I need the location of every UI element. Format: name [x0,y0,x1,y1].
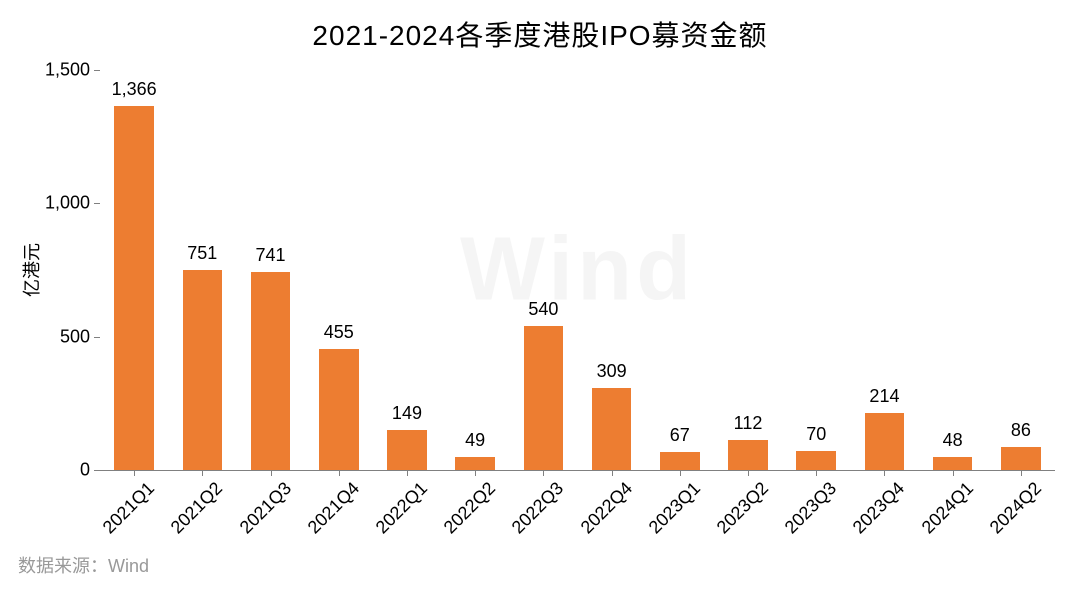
x-tick-mark [407,470,408,476]
x-tick-mark [339,470,340,476]
bar-value-label: 309 [597,361,627,382]
x-tick-mark [202,470,203,476]
bar [796,451,836,470]
plot-area: Wind 1,366751741455149495403096711270214… [100,70,1055,470]
bar [660,452,700,470]
bar [865,413,905,470]
x-tick-mark [748,470,749,476]
bar [592,388,632,470]
bar-value-label: 112 [734,413,763,434]
bar-value-label: 1,366 [112,79,157,100]
bar-value-label: 70 [806,424,826,445]
x-tick-mark [612,470,613,476]
x-axis-line [100,470,1055,471]
x-tick-mark [953,470,954,476]
bar [455,457,495,470]
bar-value-label: 48 [943,430,963,451]
bars-group: 1,366 751 741 455 149 49 540 309 67 112 70 214 48 86 [100,70,1055,470]
bar [524,326,564,470]
bar [251,272,291,470]
bar-value-label: 540 [528,299,558,320]
bar [319,349,359,470]
bar-value-label: 49 [465,430,485,451]
x-tick-mark [1021,470,1022,476]
x-tick-mark [543,470,544,476]
data-source: 数据来源：Wind [18,552,149,578]
chart-title: 2021-2024各季度港股IPO募资金额 [0,0,1080,54]
y-tick-label: 1,000 [45,193,90,214]
x-tick-mark [134,470,135,476]
x-tick-mark [816,470,817,476]
bar [114,106,154,470]
x-tick-mark [680,470,681,476]
bar-value-label: 86 [1011,420,1031,441]
bar-value-label: 149 [392,403,422,424]
bar [728,440,768,470]
x-tick-mark [475,470,476,476]
bar-value-label: 214 [869,386,899,407]
bar [1001,447,1041,470]
y-tick-label: 1,500 [45,60,90,81]
bar-value-label: 741 [256,245,286,266]
y-tick-label: 0 [80,460,90,481]
y-tick-label: 500 [60,326,90,347]
y-axis: 05001,0001,500 [0,70,100,470]
source-value: Wind [108,556,149,576]
bar [183,270,223,470]
source-label: 数据来源： [18,556,108,576]
y-tick-mark [94,470,100,471]
bar-value-label: 67 [670,425,690,446]
x-tick-mark [271,470,272,476]
bar [933,457,973,470]
bar-value-label: 455 [324,322,354,343]
x-tick-mark [884,470,885,476]
bar [387,430,427,470]
bar-value-label: 751 [187,243,217,264]
